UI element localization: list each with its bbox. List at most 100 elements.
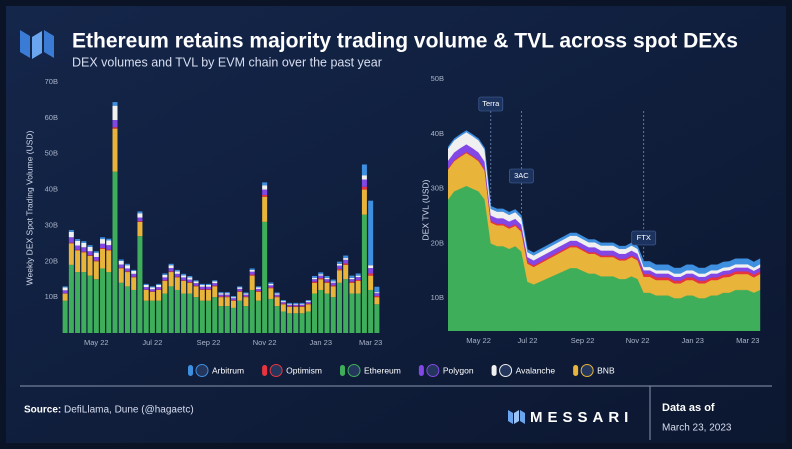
subtitle: DEX volumes and TVL by EVM chain over th…	[72, 55, 382, 69]
bar-segment	[255, 291, 261, 292]
bar-segment	[100, 268, 106, 333]
bar-segment	[336, 282, 342, 333]
bar-segment	[206, 289, 212, 301]
bar-segment	[218, 306, 224, 333]
y-tick-label: 30B	[431, 184, 444, 193]
bar-segment	[62, 287, 68, 291]
bar-segment	[112, 128, 118, 172]
bar-segment	[124, 271, 130, 273]
title: Ethereum retains majority trading volume…	[72, 30, 738, 53]
bar-segment	[262, 185, 268, 190]
legend: Arbitrum Optimism Ethereum Polygon Avalanche…	[188, 364, 615, 377]
bar-segment	[287, 302, 293, 304]
date-label: Data as of	[662, 402, 715, 414]
bar-segment	[368, 200, 374, 266]
legend-icon	[580, 364, 594, 377]
bar-segment	[305, 302, 311, 304]
bar-segment	[305, 303, 311, 305]
bar-segment	[230, 300, 236, 301]
bar-segment	[262, 189, 268, 195]
bar-segment	[75, 245, 81, 250]
bar-segment	[131, 289, 137, 333]
bar-segment	[287, 306, 293, 314]
bar-segment	[199, 300, 205, 333]
bar-segment	[181, 273, 187, 276]
bar-segment	[355, 273, 361, 276]
bar-segment	[206, 284, 212, 287]
bar-segment	[268, 282, 274, 284]
bar-segment	[224, 294, 230, 297]
bar-segment	[187, 282, 193, 283]
y-tick-label: 20B	[45, 256, 58, 265]
bar-segment	[218, 292, 224, 294]
bar-segment	[374, 286, 380, 293]
bar-segment	[280, 302, 286, 304]
bar-segment	[374, 304, 380, 333]
bar-segment	[230, 297, 236, 299]
bar-segment	[324, 282, 330, 294]
bar-segment	[293, 302, 299, 304]
bar-segment	[118, 260, 124, 265]
source-label: Source:	[24, 405, 61, 416]
bar-segment	[193, 281, 199, 284]
bar-segment	[100, 243, 106, 249]
legend-icon	[269, 364, 283, 377]
bar-segment	[299, 313, 305, 333]
bar-segment	[100, 248, 106, 269]
bar-segment	[168, 265, 174, 269]
bar-segment	[174, 273, 180, 277]
bar-segment	[299, 304, 305, 307]
bar-segment	[355, 275, 361, 278]
bar-segment	[237, 286, 243, 288]
legend-swatch	[262, 365, 268, 376]
bar-segment	[262, 196, 268, 222]
legend-label: Avalanche	[516, 365, 556, 375]
bar-segment	[212, 283, 218, 286]
bar-segment	[349, 293, 355, 333]
bar-segment	[162, 274, 168, 278]
legend-label: Ethereum	[364, 365, 401, 375]
bar-segment	[243, 292, 249, 294]
legend-icon	[347, 364, 361, 377]
bar-segment	[174, 276, 180, 278]
y-tick-label: 50B	[45, 149, 58, 158]
bar-segment	[168, 272, 174, 287]
bar-segment	[212, 286, 218, 298]
annotation: Terra	[482, 99, 500, 108]
bar-segment	[181, 293, 187, 333]
bar-segment	[199, 284, 205, 287]
bar-segment	[168, 271, 174, 273]
panel	[6, 6, 786, 443]
bar-segment	[187, 282, 193, 294]
source: DefiLlama, Dune (@hagaetc)	[64, 405, 194, 416]
bar-segment	[118, 268, 124, 283]
bar-segment	[299, 306, 305, 307]
annotation-box	[509, 168, 534, 184]
bar-segment	[361, 189, 367, 215]
bar-segment	[336, 268, 342, 271]
bar-segment	[299, 303, 305, 305]
bar-segment	[312, 282, 318, 294]
bar-segment	[212, 280, 218, 282]
bar-segment	[137, 221, 143, 222]
bar-segment	[118, 259, 124, 261]
bar-segment	[361, 175, 367, 180]
bar-segment	[68, 243, 74, 265]
bar-segment	[68, 264, 74, 333]
bar-segment	[349, 277, 355, 280]
bar-segment	[368, 289, 374, 333]
bar-segment	[330, 285, 336, 287]
bar-segment	[218, 297, 224, 307]
y-tick-label: 10B	[431, 293, 444, 302]
bar-segment	[330, 279, 336, 282]
bar-segment	[218, 294, 224, 297]
bar-segment	[206, 300, 212, 333]
bar-segment	[318, 274, 324, 276]
bar-segment	[124, 272, 130, 287]
bar-segment	[312, 277, 318, 280]
x-tick-label: Jan 23	[309, 338, 332, 347]
bar-segment	[268, 288, 274, 299]
bar-segment	[343, 263, 349, 265]
bar-segment	[243, 296, 249, 298]
bar-segment	[149, 289, 155, 292]
